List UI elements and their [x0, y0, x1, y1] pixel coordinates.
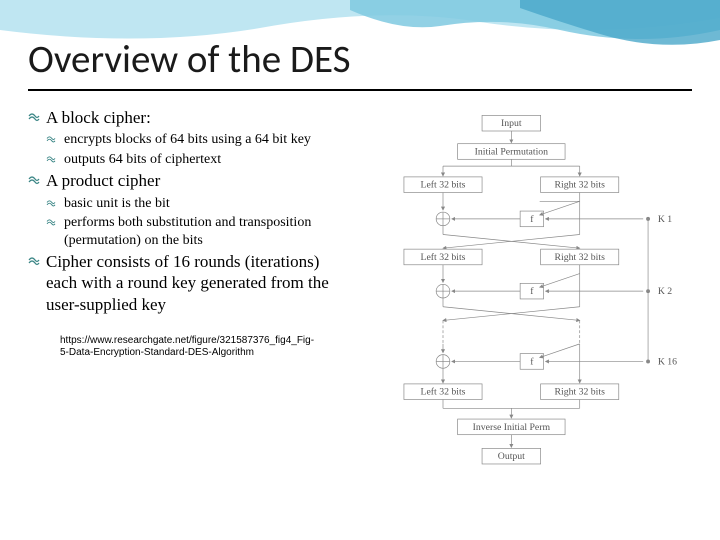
- label-left32-r1: Left 32 bits: [421, 180, 466, 191]
- bullet-list: A block cipher: encrypts blocks of 64 bi…: [28, 107, 348, 315]
- bullet-substitution: performs both substitution and transposi…: [28, 214, 348, 249]
- label-right32-final: Right 32 bits: [555, 387, 606, 398]
- diagram-column: Input Initial Permutation Left 32 bits R…: [360, 107, 692, 492]
- slide-title: Overview of the DES: [28, 36, 692, 91]
- bullet-encrypts-64: encrypts blocks of 64 bits using a 64 bi…: [28, 131, 348, 149]
- slide-container: Overview of the DES A block cipher: encr…: [0, 0, 720, 540]
- label-output: Output: [498, 451, 525, 462]
- label-k1: K 1: [658, 214, 672, 225]
- bullet-product-cipher: A product cipher: [28, 170, 348, 191]
- label-k2: K 2: [658, 286, 672, 297]
- content-row: A block cipher: encrypts blocks of 64 bi…: [28, 107, 692, 492]
- label-init-perm: Initial Permutation: [475, 146, 549, 157]
- bullet-block-cipher: A block cipher:: [28, 107, 348, 128]
- label-left32-final: Left 32 bits: [421, 387, 466, 398]
- bullet-basic-unit: basic unit is the bit: [28, 195, 348, 213]
- citation-url: https://www.researchgate.net/figure/3215…: [60, 335, 320, 359]
- label-k16: K 16: [658, 356, 677, 367]
- bullet-outputs-64: outputs 64 bits of ciphertext: [28, 151, 348, 169]
- label-input: Input: [501, 118, 522, 129]
- des-flowchart: Input Initial Permutation Left 32 bits R…: [360, 107, 692, 487]
- label-right32-r1: Right 32 bits: [555, 180, 606, 191]
- label-inv-perm: Inverse Initial Perm: [473, 422, 551, 433]
- text-column: A block cipher: encrypts blocks of 64 bi…: [28, 107, 348, 492]
- bullet-16-rounds: Cipher consists of 16 rounds (iterations…: [28, 251, 348, 315]
- label-right32-r2: Right 32 bits: [555, 252, 606, 263]
- label-left32-r2: Left 32 bits: [421, 252, 466, 263]
